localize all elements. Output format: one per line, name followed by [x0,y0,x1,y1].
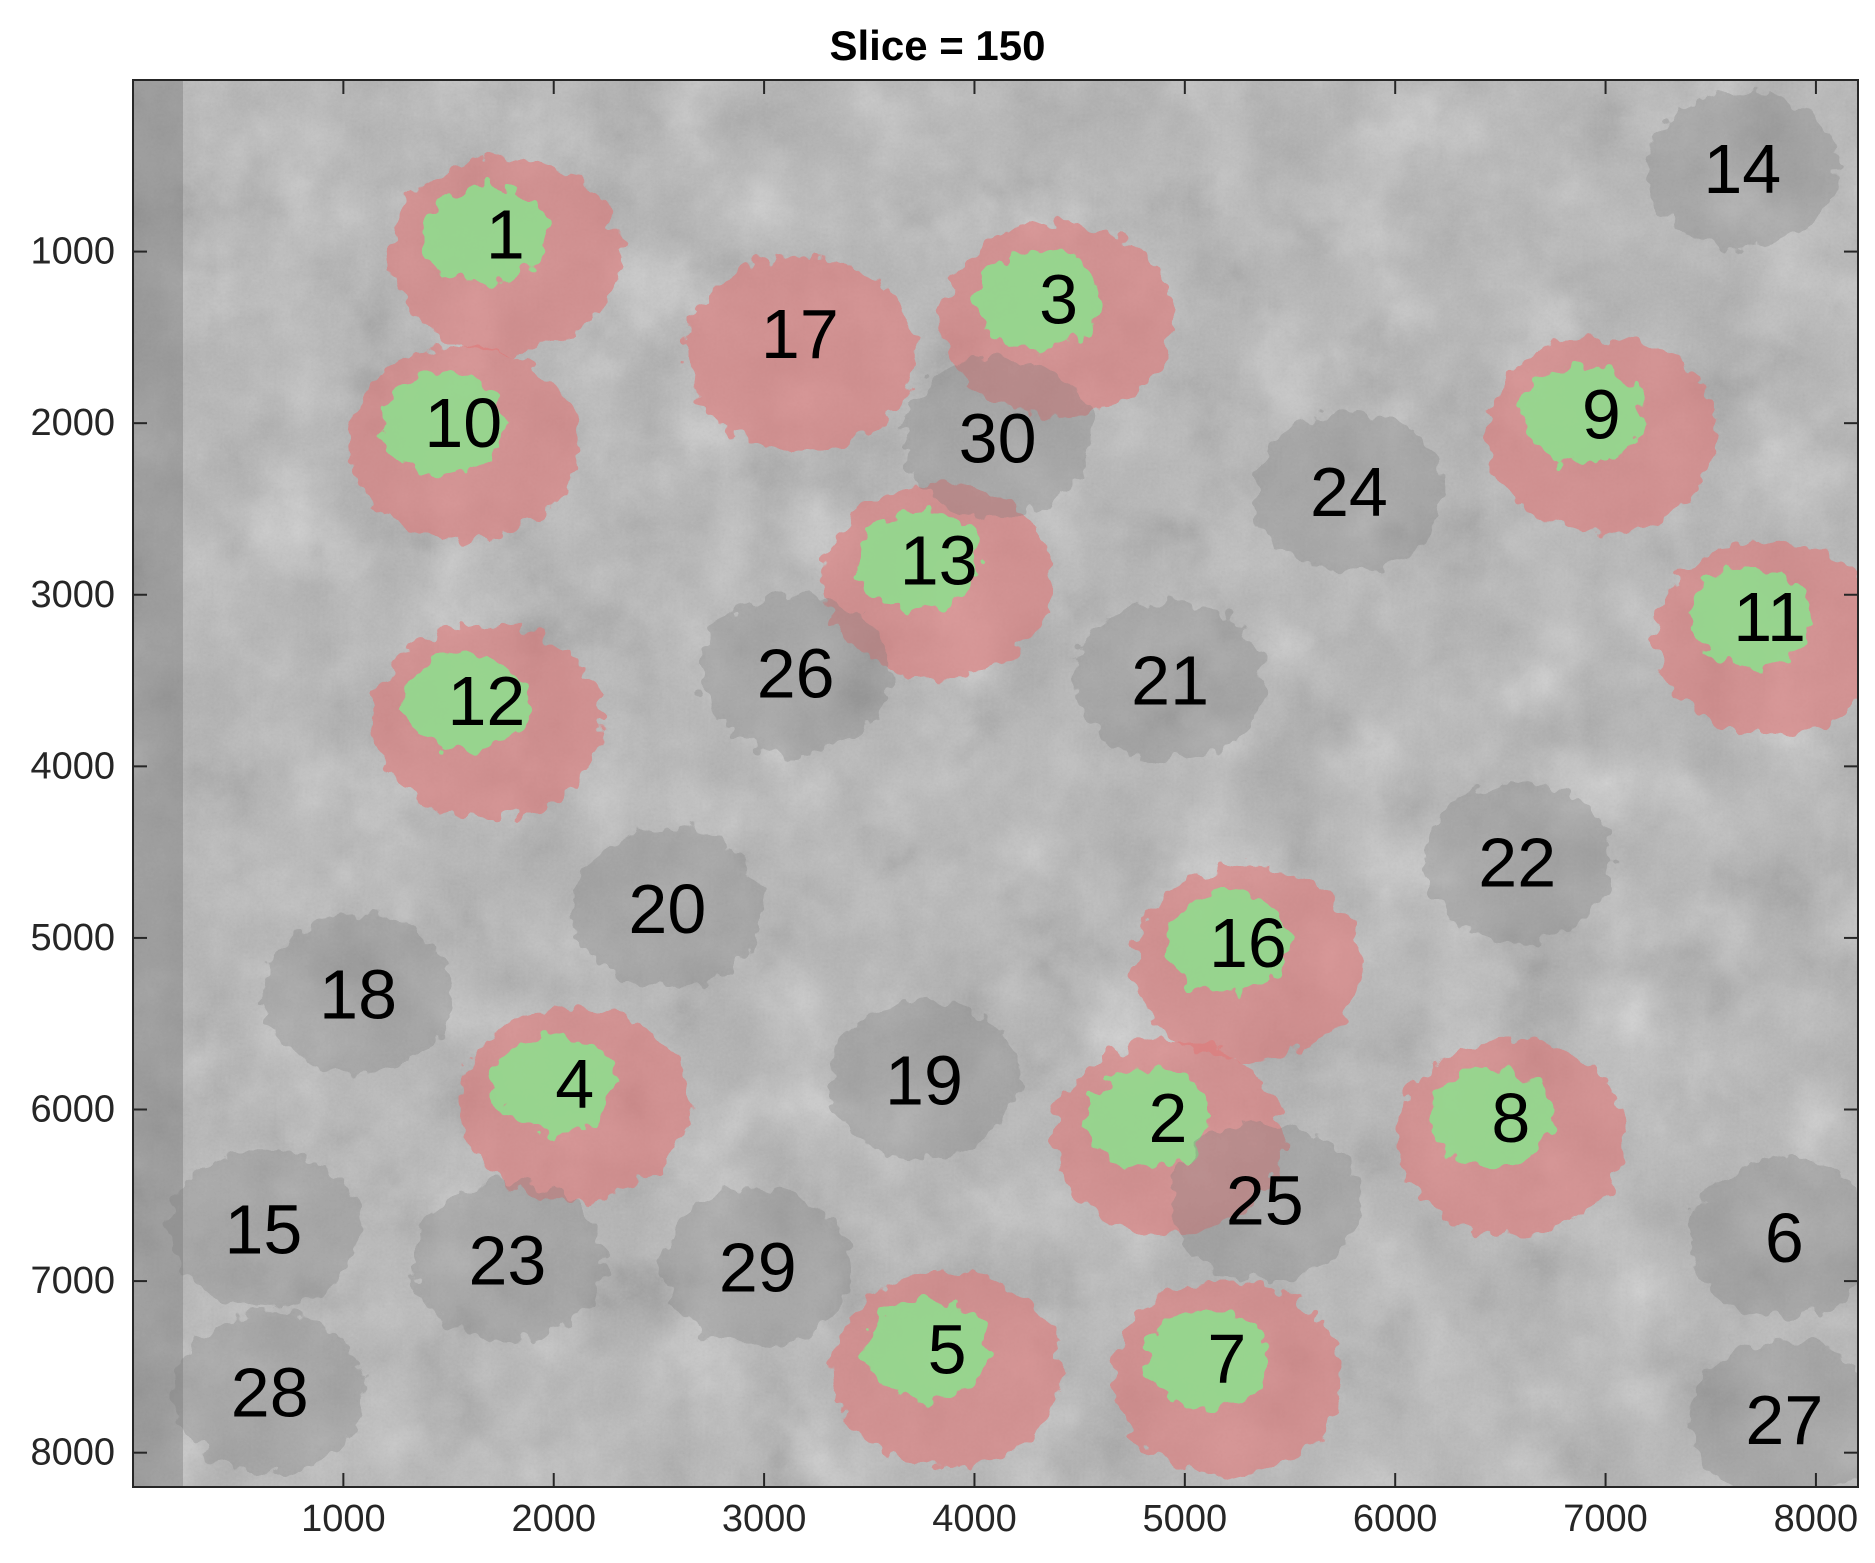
x-tick-label: 3000 [722,1498,807,1540]
nucleus-overlay-3 [976,250,1101,350]
cell-region-28 [174,1312,365,1473]
cell-label-16: 16 [1209,904,1287,982]
cell-region-20 [572,828,763,989]
y-tick-label: 7000 [30,1260,115,1302]
cell-region-27 [1689,1340,1858,1487]
nucleus-overlay-2 [1086,1068,1210,1168]
nucleus-overlay-10 [381,373,506,473]
cell-label-19: 19 [885,1041,963,1119]
x-tick-label: 4000 [932,1498,1017,1540]
cell-label-12: 12 [447,662,525,740]
x-tick-label: 2000 [511,1498,596,1540]
cell-label-18: 18 [319,956,397,1034]
cell-label-6: 6 [1765,1199,1804,1277]
cell-label-24: 24 [1310,453,1388,531]
y-tick-label: 5000 [30,917,115,959]
cell-label-8: 8 [1491,1079,1530,1157]
cell-label-13: 13 [900,521,978,599]
cell-label-4: 4 [555,1045,594,1123]
nucleus-overlay-1 [423,184,548,285]
cell-label-2: 2 [1149,1079,1188,1157]
cell-region-29 [662,1187,853,1348]
nucleus-overlay-16 [1165,893,1290,993]
cell-label-21: 21 [1131,642,1209,720]
cell-region-24 [1253,411,1444,572]
nucleus-overlay-12 [404,651,529,751]
nucleus-overlay-5 [865,1300,990,1400]
x-tick-label: 5000 [1143,1498,1228,1540]
cell-label-29: 29 [719,1228,797,1306]
y-tick-label: 1000 [30,231,115,273]
x-tick-label: 1000 [301,1498,386,1540]
x-tick-label: 8000 [1774,1498,1859,1540]
cell-region-18 [263,914,454,1075]
cell-label-11: 11 [1733,578,1806,656]
cell-label-5: 5 [928,1311,967,1389]
cell-label-27: 27 [1745,1381,1823,1459]
nucleus-overlay-9 [1519,364,1644,465]
y-tick-label: 2000 [30,402,115,444]
cell-label-17: 17 [761,295,839,373]
cell-region-14 [1647,89,1838,250]
cell-region-6 [1689,1158,1858,1319]
cell-overlay-17 [684,256,915,452]
figure-title: Slice = 150 [829,22,1046,69]
cell-label-25: 25 [1226,1161,1304,1239]
cell-label-14: 14 [1703,130,1781,208]
x-tick-label: 6000 [1353,1498,1438,1540]
cell-label-7: 7 [1207,1319,1246,1397]
y-tick-label: 8000 [30,1432,115,1474]
nucleus-overlay-13 [856,510,981,611]
nucleus-overlay-8 [1428,1068,1553,1168]
cell-region-25 [1169,1120,1360,1281]
cell-label-30: 30 [959,400,1037,478]
cell-label-28: 28 [231,1354,309,1432]
cell-label-10: 10 [424,384,502,462]
cell-region-15 [168,1149,359,1310]
cell-region-19 [828,1000,1019,1161]
cell-label-20: 20 [628,870,706,948]
cell-label-22: 22 [1478,823,1556,901]
y-tick-label: 4000 [30,745,115,787]
cell-region-30 [902,358,1093,519]
cell-region-21 [1075,600,1266,761]
cell-region-22 [1422,782,1613,943]
cell-label-26: 26 [757,635,835,713]
cell-region-23 [412,1180,603,1341]
cell-label-23: 23 [469,1222,547,1300]
axes-frame [132,79,1859,1488]
cell-label-9: 9 [1582,376,1621,454]
cell-label-3: 3 [1039,261,1078,339]
x-tick-label: 7000 [1563,1498,1648,1540]
cell-label-1: 1 [486,195,525,273]
y-tick-label: 3000 [30,574,115,616]
cell-region-26 [700,593,891,754]
cell-label-15: 15 [224,1191,302,1269]
nucleus-overlay-7 [1144,1308,1269,1408]
y-tick-label: 6000 [30,1089,115,1131]
nucleus-overlay-4 [492,1034,617,1134]
nucleus-overlay-11 [1687,567,1812,667]
micrograph-image [133,80,1858,1487]
